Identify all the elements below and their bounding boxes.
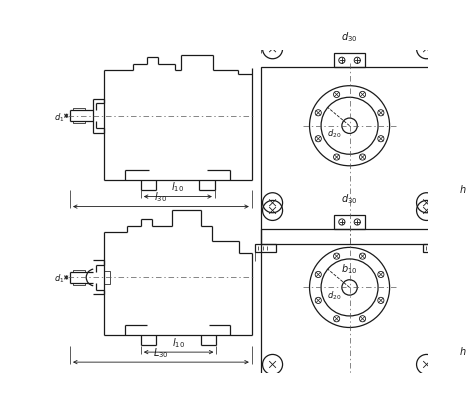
Bar bbox=[73, 108, 85, 110]
Bar bbox=[334, 215, 364, 229]
Bar bbox=[422, 244, 443, 252]
Bar bbox=[422, 406, 443, 414]
Text: $l_{30}$: $l_{30}$ bbox=[154, 191, 167, 204]
Text: $d_{30}$: $d_{30}$ bbox=[341, 30, 357, 44]
Bar bbox=[73, 121, 85, 124]
Bar bbox=[260, 67, 437, 244]
Bar bbox=[334, 53, 364, 67]
Text: $b_{10}$: $b_{10}$ bbox=[341, 262, 357, 276]
Text: $h$: $h$ bbox=[458, 344, 466, 357]
Text: $d_{30}$: $d_{30}$ bbox=[341, 192, 357, 206]
Text: $l_{10}$: $l_{10}$ bbox=[172, 336, 185, 350]
Text: $d_{20}$: $d_{20}$ bbox=[327, 289, 341, 302]
Bar bbox=[260, 229, 437, 406]
Text: $l_{10}$: $l_{10}$ bbox=[171, 181, 184, 194]
Text: $d_1$: $d_1$ bbox=[54, 111, 65, 124]
Text: $d_1$: $d_1$ bbox=[54, 273, 65, 285]
Text: $d_{20}$: $d_{20}$ bbox=[327, 127, 341, 140]
Bar bbox=[73, 270, 85, 272]
Bar bbox=[73, 283, 85, 285]
Bar bbox=[254, 244, 276, 252]
Bar bbox=[254, 406, 276, 414]
Text: $L_{30}$: $L_{30}$ bbox=[153, 346, 169, 360]
Text: $h$: $h$ bbox=[458, 183, 466, 195]
Bar bbox=[104, 271, 110, 284]
